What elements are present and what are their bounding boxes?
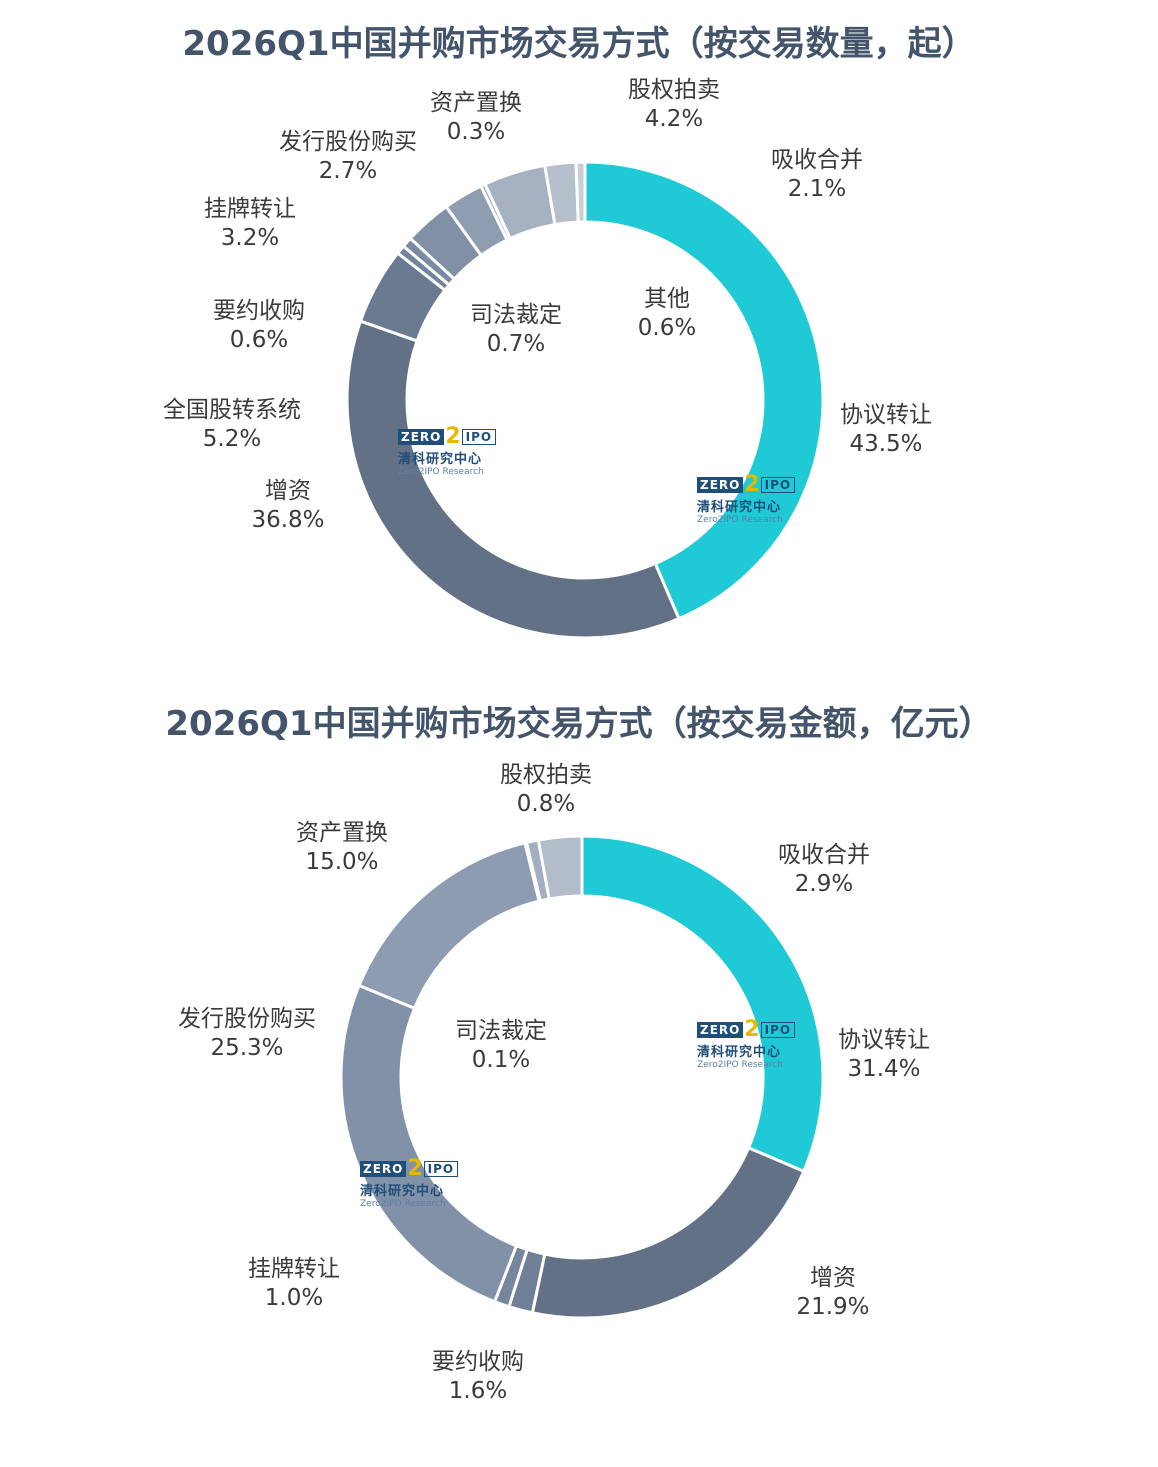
logo-cn-text: 清科研究中心 <box>697 500 782 515</box>
slice-value: 43.5% <box>849 431 923 457</box>
zero2ipo-logo: ZERO 2 IPO 清科研究中心 Zero2IPO Research <box>360 1156 459 1209</box>
logo-zero-text: ZERO <box>360 1161 407 1177</box>
slice-name: 吸收合并 <box>771 147 863 173</box>
slice-value: 3.2% <box>220 225 280 251</box>
slice-name: 资产置换 <box>430 90 522 116</box>
slice-value: 0.1% <box>471 1047 531 1073</box>
chart-2-label-zichan: 资产置换 15.0% <box>242 819 442 877</box>
logo-en-text: Zero2IPO Research <box>398 467 484 477</box>
chart-1-label-yaoyue: 要约收购 0.6% <box>159 297 359 355</box>
chart-2-label-sifa: 司法裁定 0.1% <box>401 1017 601 1075</box>
donut-slice-0-1 <box>345 319 681 640</box>
logo-cn-text: 清科研究中心 <box>697 1045 782 1060</box>
logo-zero-text: ZERO <box>398 429 445 445</box>
chart-1-donut <box>345 160 825 640</box>
slice-name: 增资 <box>265 478 311 504</box>
logo-en-text: Zero2IPO Research <box>360 1199 446 1209</box>
donut-slice-1-8 <box>536 834 584 901</box>
slice-value: 2.1% <box>787 176 847 202</box>
logo-two-text: 2 <box>407 1156 423 1181</box>
slice-value: 0.8% <box>516 791 576 817</box>
chart-1-label-guapai: 挂牌转让 3.2% <box>150 195 350 253</box>
logo-ipo-text: IPO <box>760 1022 796 1038</box>
slice-name: 司法裁定 <box>470 302 562 328</box>
chart-2-label-xieyi: 协议转让 31.4% <box>784 1026 984 1084</box>
logo-en-text: Zero2IPO Research <box>697 1060 783 1070</box>
slice-value: 1.0% <box>264 1285 324 1311</box>
slice-name: 增资 <box>810 1265 856 1291</box>
slice-value: 25.3% <box>210 1035 284 1061</box>
slice-name: 资产置换 <box>296 820 388 846</box>
slice-name: 股权拍卖 <box>628 77 720 103</box>
slice-name: 要约收购 <box>432 1349 524 1375</box>
chart-2-label-yaoyue: 要约收购 1.6% <box>378 1348 578 1406</box>
chart-2-label-faxing: 发行股份购买 25.3% <box>147 1005 347 1063</box>
slice-name: 协议转让 <box>838 1027 930 1053</box>
logo-ipo-text: IPO <box>760 477 796 493</box>
chart-1-label-faxing: 发行股份购买 2.7% <box>248 128 448 186</box>
slice-value: 21.9% <box>796 1294 870 1320</box>
zero2ipo-logo: ZERO 2 IPO 清科研究中心 Zero2IPO Research <box>398 424 497 477</box>
slice-value: 0.7% <box>486 331 546 357</box>
slice-name: 司法裁定 <box>455 1018 547 1044</box>
slice-name: 要约收购 <box>213 298 305 324</box>
chart-1-label-quanguo: 全国股转系统 5.2% <box>132 396 332 454</box>
slice-value: 5.2% <box>202 426 262 452</box>
chart-2-label-zengzi: 增资 21.9% <box>733 1264 933 1322</box>
logo-zero-text: ZERO <box>697 1022 744 1038</box>
chart-1-label-zengzi: 增资 36.8% <box>188 477 388 535</box>
slice-name: 发行股份购买 <box>279 129 417 155</box>
slice-name: 挂牌转让 <box>204 196 296 222</box>
chart-1-label-xishou: 吸收合并 2.1% <box>717 146 917 204</box>
chart-2-label-xishou: 吸收合并 2.9% <box>724 841 924 899</box>
chart-1-label-sifa: 司法裁定 0.7% <box>416 301 616 359</box>
slice-value: 2.7% <box>318 158 378 184</box>
slice-value: 0.6% <box>637 315 697 341</box>
slice-value: 0.3% <box>446 119 506 145</box>
slice-value: 2.9% <box>794 871 854 897</box>
slice-name: 协议转让 <box>840 402 932 428</box>
chart-1-label-qita: 其他 0.6% <box>567 285 767 343</box>
donut-slice-1-0 <box>580 834 825 1174</box>
zero2ipo-logo: ZERO 2 IPO 清科研究中心 Zero2IPO Research <box>697 1017 796 1070</box>
logo-ipo-text: IPO <box>461 429 497 445</box>
slice-value: 1.6% <box>448 1378 508 1404</box>
slice-value: 15.0% <box>305 849 379 875</box>
logo-two-text: 2 <box>744 472 760 497</box>
logo-zero-text: ZERO <box>697 477 744 493</box>
zero2ipo-logo: ZERO 2 IPO 清科研究中心 Zero2IPO Research <box>697 472 796 525</box>
slice-value: 0.6% <box>229 327 289 353</box>
slice-name: 挂牌转让 <box>248 1256 340 1282</box>
chart-1-label-xieyi: 协议转让 43.5% <box>786 401 986 459</box>
slice-value: 36.8% <box>251 507 325 533</box>
slice-value: 31.4% <box>847 1056 921 1082</box>
logo-cn-text: 清科研究中心 <box>360 1184 445 1199</box>
slice-value: 4.2% <box>644 106 704 132</box>
chart-1-title: 2026Q1中国并购市场交易方式（按交易数量，起） <box>182 24 976 64</box>
slice-name: 吸收合并 <box>778 842 870 868</box>
chart-2-label-guquan: 股权拍卖 0.8% <box>446 761 646 819</box>
slice-name: 全国股转系统 <box>163 397 301 423</box>
slice-name: 股权拍卖 <box>500 762 592 788</box>
slice-name: 发行股份购买 <box>178 1006 316 1032</box>
donut-slice-0-0 <box>583 160 825 621</box>
logo-ipo-text: IPO <box>423 1161 459 1177</box>
logo-cn-text: 清科研究中心 <box>398 452 483 467</box>
chart-2-title: 2026Q1中国并购市场交易方式（按交易金额，亿元） <box>165 704 993 744</box>
logo-two-text: 2 <box>445 424 461 449</box>
chart-1-label-guquan: 股权拍卖 4.2% <box>574 76 774 134</box>
donut-slice-0-10 <box>574 160 587 224</box>
slice-name: 其他 <box>644 286 690 312</box>
chart-2-label-guapai: 挂牌转让 1.0% <box>194 1255 394 1313</box>
logo-en-text: Zero2IPO Research <box>697 515 783 525</box>
logo-two-text: 2 <box>744 1017 760 1042</box>
chart-1-label-zichan: 资产置换 0.3% <box>376 89 576 147</box>
